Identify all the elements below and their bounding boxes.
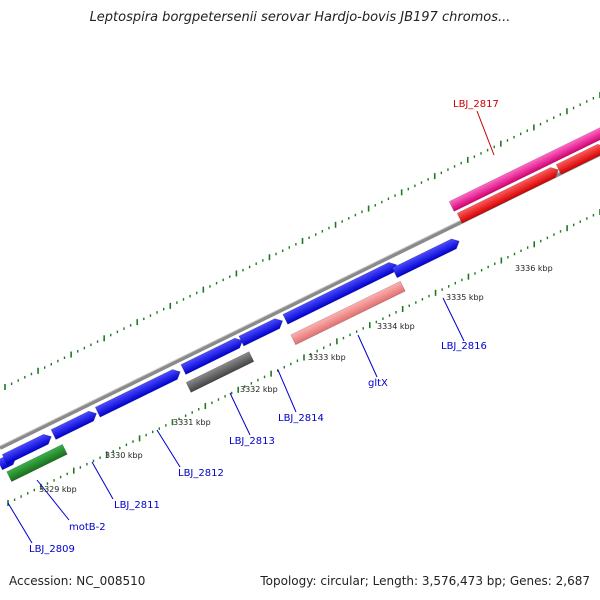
gene-arrow-gltX[interactable] [290,280,406,346]
gene-arrow-blue-2[interactable] [50,409,99,440]
kbp-label-3333: 3333 kbp [308,353,346,362]
kbp-label-3329: 3329 kbp [39,485,77,494]
gene-label-LBJ_2817[interactable]: LBJ_2817 [453,99,499,110]
gene-arrow-LBJ_2812[interactable] [94,367,182,418]
label-connector-lines [7,110,495,544]
gene-arrow-red-2[interactable] [555,142,600,175]
gene-arrow-track [0,126,600,482]
gene-arrow-blue-1[interactable] [1,432,54,465]
connector-LBJ_2817 [476,110,495,156]
gene-label-motB-2[interactable]: motB-2 [69,522,106,533]
kbp-labels: 3329 kbp 3330 kbp 3331 kbp 3332 kbp 3333… [39,264,553,494]
kbp-label-3330: 3330 kbp [105,451,143,460]
connector-LBJ_2814 [277,369,297,413]
connector-LBJ_2812 [156,429,181,468]
kbp-label-3335: 3335 kbp [446,293,484,302]
gene-label-LBJ_2812[interactable]: LBJ_2812 [178,468,224,479]
gene-label-LBJ_2813[interactable]: LBJ_2813 [229,436,275,447]
connector-LBJ_2813 [229,392,251,436]
kbp-label-3331: 3331 kbp [173,418,211,427]
outer-tick-row [4,92,600,390]
gene-arrow-LBJ_2816[interactable] [391,236,461,279]
gene-arrow-blue-3[interactable] [180,336,245,375]
gene-label-LBJ_2811[interactable]: LBJ_2811 [114,500,160,511]
gene-arrow-LBJ_2817[interactable] [448,126,600,212]
gene-arrow-LBJ_2814[interactable] [238,316,285,347]
map-title: Leptospira borgpetersenii serovar Hardjo… [89,10,511,25]
kbp-label-3332: 3332 kbp [240,385,278,394]
gene-label-LBJ_2809[interactable]: LBJ_2809 [29,544,75,555]
connector-LBJ_2811 [91,461,114,500]
connector-motB-2 [36,479,70,521]
gene-label-LBJ_2816[interactable]: LBJ_2816 [441,341,487,352]
connector-LBJ_2816 [442,297,465,342]
gene-label-LBJ_2814[interactable]: LBJ_2814 [278,413,324,424]
inner-tick-row [7,209,600,506]
gene-label-gltX[interactable]: gltX [368,378,388,389]
gene-labels: LBJ_2809 motB-2 LBJ_2811 LBJ_2812 LBJ_28… [29,99,499,555]
accession-text: Accession: NC_008510 [9,574,146,588]
gene-arrow-red-1[interactable] [456,165,561,224]
connector-gltX [357,334,378,378]
gene-arrow-LBJ_2813[interactable] [185,351,255,393]
gene-arrow-motB-2[interactable] [6,444,68,482]
connector-LBJ_2809 [7,502,33,544]
kbp-label-3336: 3336 kbp [515,264,553,273]
genome-summary-text: Topology: circular; Length: 3,576,473 bp… [260,574,590,588]
kbp-label-3334: 3334 kbp [377,322,415,331]
